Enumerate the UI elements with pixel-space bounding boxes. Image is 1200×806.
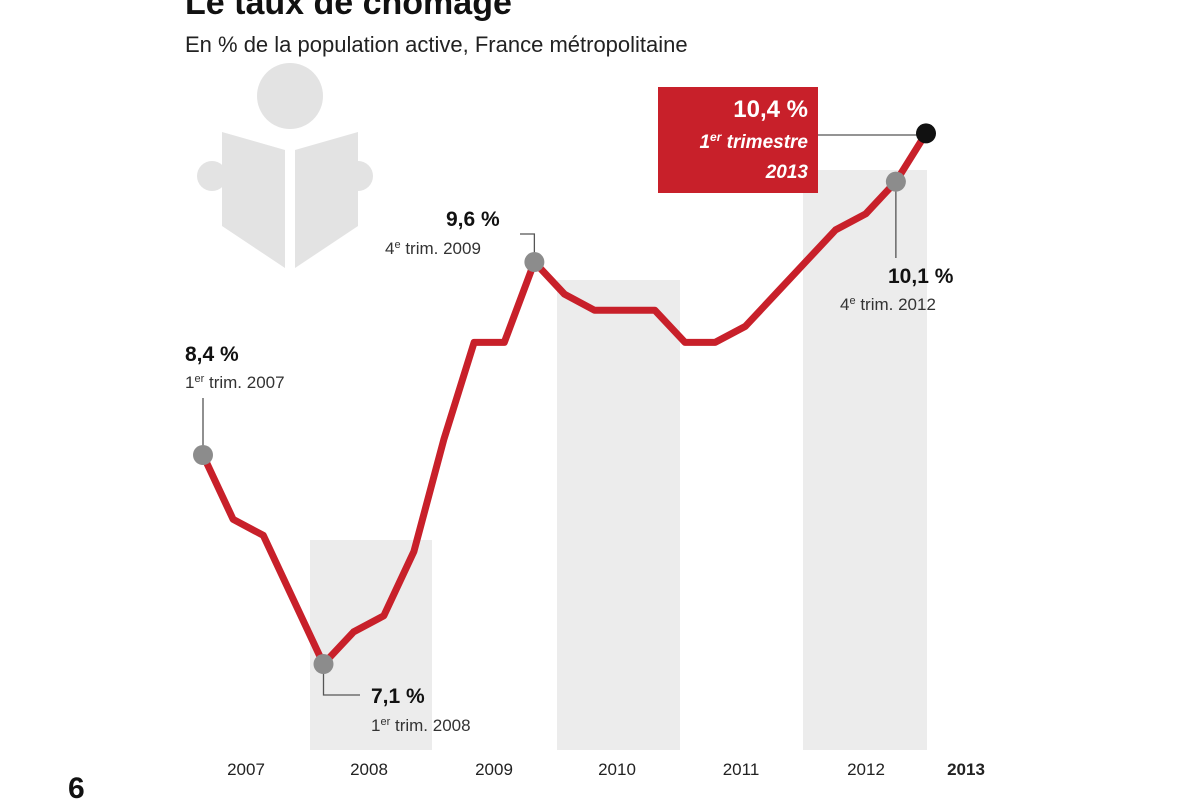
callout-box [658, 87, 818, 193]
annotation-last-year: 2013 [765, 162, 809, 183]
x-tick-label-2007: 2007 [227, 760, 265, 779]
annotation-low-period: 1er trim. 2008 [371, 716, 471, 735]
annotation-2009-value: 9,6 % [446, 208, 500, 231]
data-point-T4-2012 [885, 171, 906, 192]
data-point-T1-2008 [313, 654, 334, 675]
year-band-2008 [310, 540, 432, 750]
annotation-low-value: 7,1 % [371, 685, 425, 708]
year-bands [310, 170, 927, 750]
annotation-2009-period: 4e trim. 2009 [385, 239, 481, 258]
person-reading-newspaper-icon [197, 63, 373, 268]
x-tick-label-2009: 2009 [475, 760, 513, 779]
chart-subtitle: En % de la population active, France mét… [185, 32, 688, 57]
annotation-last-period: 1er trimestre [699, 130, 808, 153]
x-tick-label-2008: 2008 [350, 760, 388, 779]
data-points [193, 123, 936, 675]
chart-title: Le taux de chômage [185, 0, 512, 22]
annotation-2012-period: 4e trim. 2012 [840, 295, 936, 314]
data-point-T1-2013 [916, 123, 936, 144]
x-tick-label-2013: 2013 [947, 760, 985, 779]
x-axis-labels: 2007 2008 2009 2010 2011 2012 2013 [227, 760, 985, 779]
leader-low [322, 664, 360, 696]
annotation-start-value: 8,4 % [185, 343, 239, 366]
data-point-T4-2009 [524, 252, 545, 273]
annotation-2012-value: 10,1 % [888, 265, 954, 288]
x-tick-label-2012: 2012 [847, 760, 885, 779]
annotation-start: 8,4 % 1er trim. 2007 [185, 343, 285, 392]
year-band-2012 [803, 170, 927, 750]
data-point-T1-2007 [193, 445, 213, 465]
annotation-last-value: 10,4 % [733, 96, 808, 123]
annotation-last-callout: 10,4 % 1er trimestre 2013 [658, 87, 818, 193]
x-tick-label-2010: 2010 [598, 760, 636, 779]
annotation-low: 7,1 % 1er trim. 2008 [371, 685, 471, 735]
year-band-2010 [557, 280, 680, 750]
annotation-2012: 10,1 % 4e trim. 2012 [840, 265, 954, 314]
x-tick-label-2011: 2011 [723, 760, 760, 779]
page-number: 6 [68, 772, 85, 805]
annotation-2009: 9,6 % 4e trim. 2009 [385, 208, 500, 258]
leader-lines [202, 134, 926, 696]
annotation-start-period: 1er trim. 2007 [185, 373, 285, 392]
